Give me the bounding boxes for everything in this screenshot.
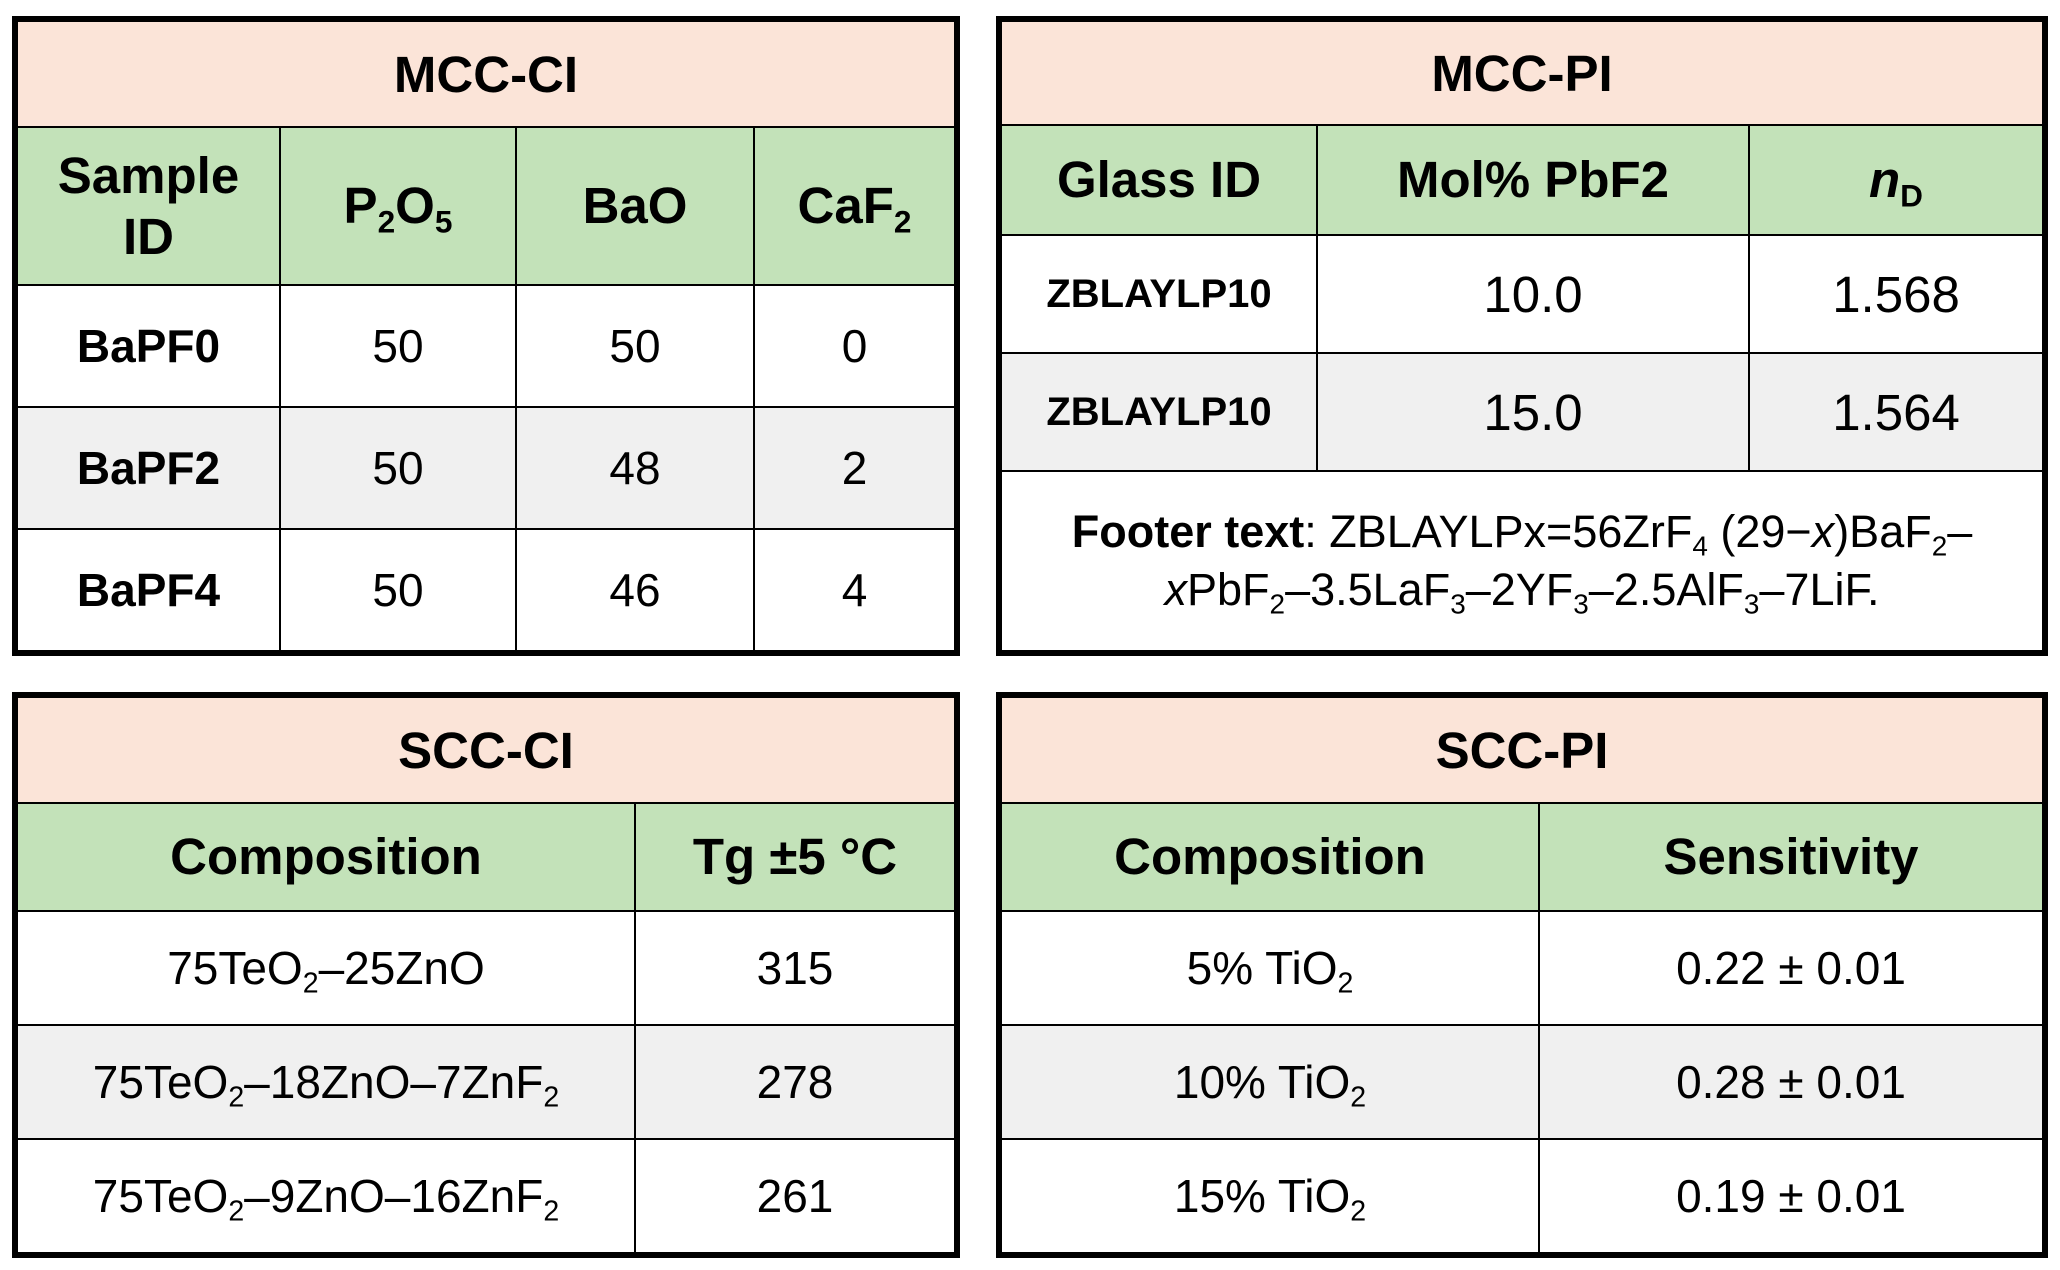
bao-cell: 46: [515, 528, 755, 652]
header-bao: BaO: [515, 126, 755, 286]
header-sample-id: Sample ID: [16, 126, 281, 286]
scc-pi-title: SCC-PI: [1000, 696, 2044, 804]
bao-cell: 48: [515, 406, 755, 530]
table-row: BaPF4 50 46 4: [16, 528, 956, 652]
table-row: 5% TiO2 0.22 ± 0.01: [1000, 910, 2044, 1026]
header-glass-id: Glass ID: [1000, 124, 1318, 236]
header-p2o5: P2O5: [279, 126, 517, 286]
mcc-ci-title: MCC-CI: [16, 20, 956, 128]
sensitivity-cell: 0.28 ± 0.01: [1538, 1024, 2044, 1140]
table-row: ZBLAYLP10 10.0 1.568: [1000, 234, 2044, 354]
composition-cell: 75TeO2–25ZnO: [16, 910, 636, 1026]
mcc-pi-table-panel: MCC-PI Glass ID Mol% PbF2 nD ZBLAYLP10 1…: [996, 16, 2048, 656]
p2o5-cell: 50: [279, 284, 517, 408]
footer-note: Footer text: ZBLAYLPx=56ZrF4 (29−x)BaF2–…: [1000, 470, 2044, 652]
header-composition: Composition: [16, 802, 636, 912]
sensitivity-cell: 0.19 ± 0.01: [1538, 1138, 2044, 1254]
scc-ci-title: SCC-CI: [16, 696, 956, 804]
scc-pi-table: SCC-PI Composition Sensitivity 5% TiO2 0…: [1000, 696, 2044, 1254]
caf2-cell: 2: [753, 406, 956, 530]
mcc-ci-table-panel: MCC-CI Sample ID P2O5 BaO CaF2 BaPF0 50 5…: [12, 16, 960, 656]
table-row: 10% TiO2 0.28 ± 0.01: [1000, 1024, 2044, 1140]
composition-cell: 15% TiO2: [1000, 1138, 1540, 1254]
sensitivity-cell: 0.22 ± 0.01: [1538, 910, 2044, 1026]
header-tg: Tg ±5 °C: [634, 802, 956, 912]
composition-cell: 10% TiO2: [1000, 1024, 1540, 1140]
caf2-cell: 4: [753, 528, 956, 652]
scc-pi-table-panel: SCC-PI Composition Sensitivity 5% TiO2 0…: [996, 692, 2048, 1258]
table-row: BaPF2 50 48 2: [16, 406, 956, 530]
tg-cell: 315: [634, 910, 956, 1026]
header-caf2: CaF2: [753, 126, 956, 286]
mcc-pi-table: MCC-PI Glass ID Mol% PbF2 nD ZBLAYLP10 1…: [1000, 20, 2044, 652]
sample-id-cell: BaPF0: [16, 284, 281, 408]
p2o5-cell: 50: [279, 528, 517, 652]
glass-id-cell: ZBLAYLP10: [1000, 352, 1318, 472]
tg-cell: 278: [634, 1024, 956, 1140]
table-row: 15% TiO2 0.19 ± 0.01: [1000, 1138, 2044, 1254]
table-row: 75TeO2–18ZnO–7ZnF2 278: [16, 1024, 956, 1140]
nd-cell: 1.568: [1748, 234, 2044, 354]
sample-id-cell: BaPF2: [16, 406, 281, 530]
tg-cell: 261: [634, 1138, 956, 1254]
composition-cell: 5% TiO2: [1000, 910, 1540, 1026]
mol-pct-cell: 15.0: [1316, 352, 1750, 472]
footer-label: Footer text: [1071, 505, 1305, 557]
table-row: BaPF0 50 50 0: [16, 284, 956, 408]
scc-ci-table: SCC-CI Composition Tg ±5 °C 75TeO2–25ZnO…: [16, 696, 956, 1254]
p2o5-cell: 50: [279, 406, 517, 530]
nd-cell: 1.564: [1748, 352, 2044, 472]
composition-cell: 75TeO2–18ZnO–7ZnF2: [16, 1024, 636, 1140]
mol-pct-cell: 10.0: [1316, 234, 1750, 354]
caf2-cell: 0: [753, 284, 956, 408]
header-composition: Composition: [1000, 802, 1540, 912]
table-row: ZBLAYLP10 15.0 1.564: [1000, 352, 2044, 472]
scc-ci-table-panel: SCC-CI Composition Tg ±5 °C 75TeO2–25ZnO…: [12, 692, 960, 1258]
mcc-pi-title: MCC-PI: [1000, 20, 2044, 126]
sample-id-cell: BaPF4: [16, 528, 281, 652]
composition-cell: 75TeO2–9ZnO–16ZnF2: [16, 1138, 636, 1254]
bao-cell: 50: [515, 284, 755, 408]
glass-id-cell: ZBLAYLP10: [1000, 234, 1318, 354]
table-row: 75TeO2–9ZnO–16ZnF2 261: [16, 1138, 956, 1254]
table-row: 75TeO2–25ZnO 315: [16, 910, 956, 1026]
mcc-ci-table: MCC-CI Sample ID P2O5 BaO CaF2 BaPF0 50 5…: [16, 20, 956, 652]
header-mol-pct: Mol% PbF2: [1316, 124, 1750, 236]
header-nd: nD: [1748, 124, 2044, 236]
header-sensitivity: Sensitivity: [1538, 802, 2044, 912]
